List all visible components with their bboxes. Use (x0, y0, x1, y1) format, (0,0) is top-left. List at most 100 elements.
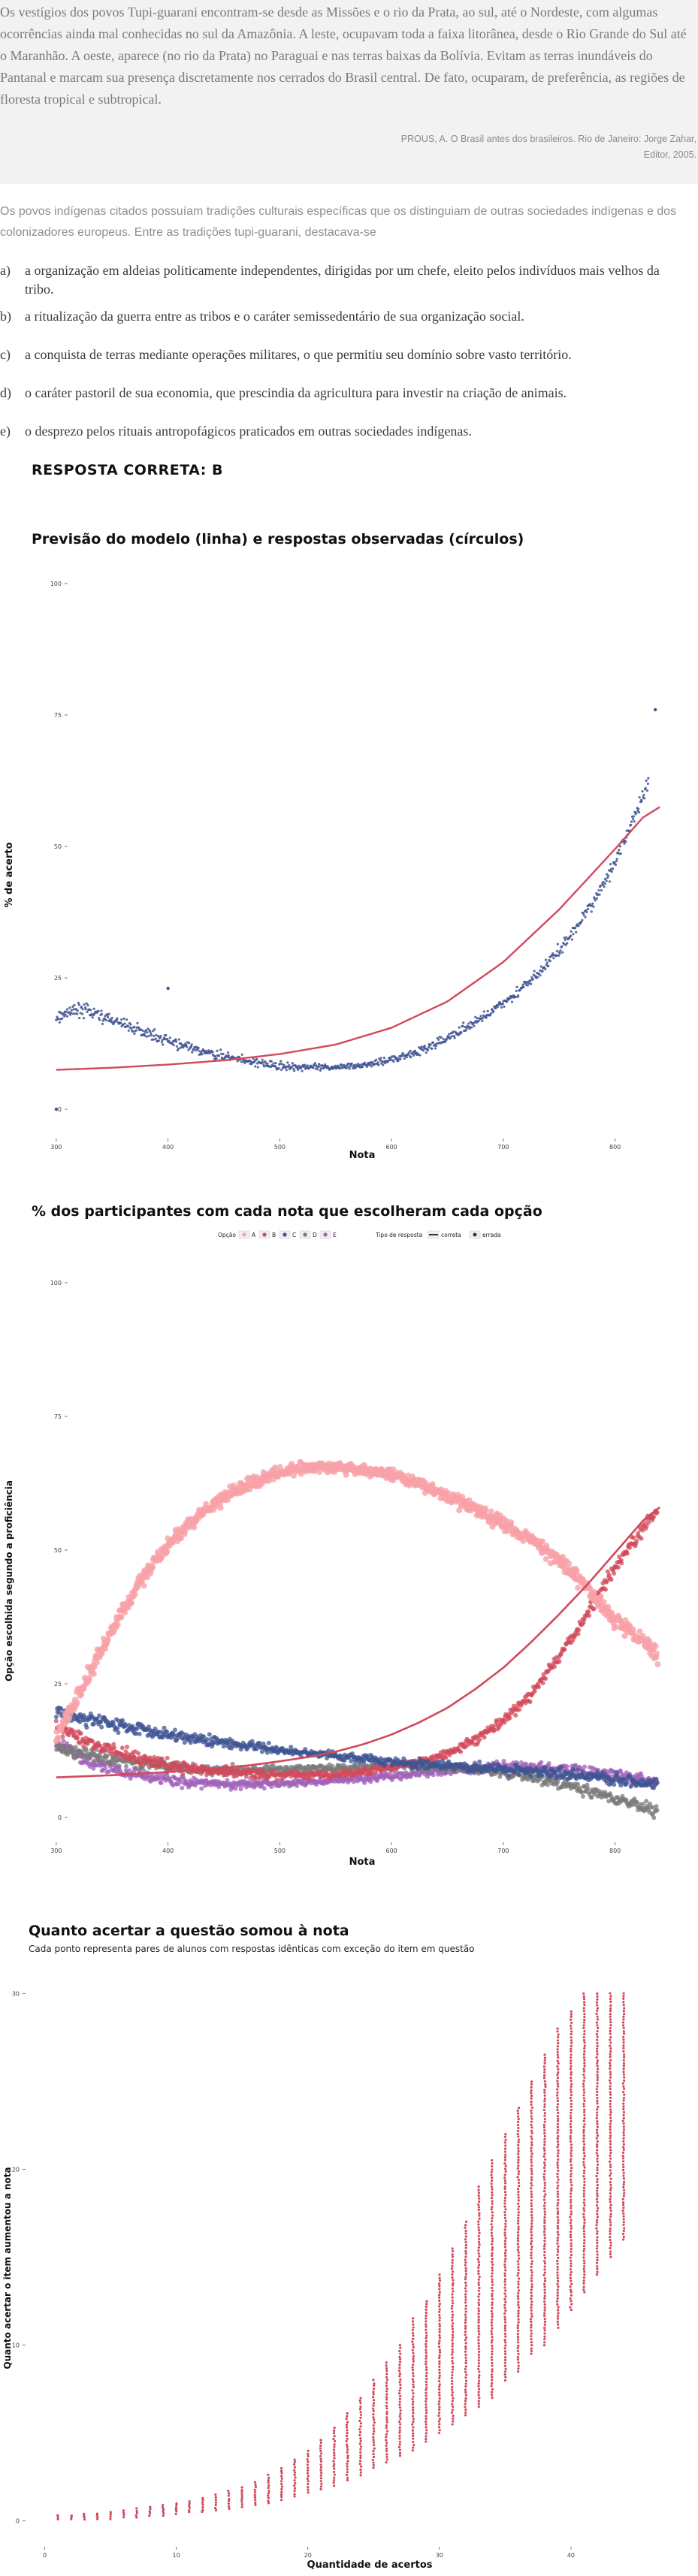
point-option-a (542, 1555, 549, 1562)
point-option-b (507, 1715, 512, 1721)
point-option-b (492, 1723, 497, 1728)
y-tick-label: 75 (54, 712, 62, 719)
point-option-b (60, 1734, 65, 1739)
observed-point (165, 1033, 168, 1037)
point-option-b (631, 1535, 636, 1540)
point-option-d (62, 1745, 68, 1751)
observed-point (587, 907, 590, 910)
observed-point (637, 811, 641, 814)
observed-point (165, 1037, 169, 1041)
point-option-b (540, 1681, 545, 1686)
observed-point (379, 1057, 382, 1060)
observed-point (175, 1045, 179, 1048)
observed-point (611, 867, 615, 870)
point-option-b (581, 1620, 586, 1625)
observed-point (255, 1057, 258, 1060)
point-option-a (86, 1675, 92, 1682)
point-option-b (75, 1736, 80, 1741)
point-option-c (207, 1732, 212, 1737)
point-option-b (477, 1737, 482, 1742)
x-tick-label: 800 (609, 1144, 621, 1151)
legend-swatch (323, 1232, 328, 1237)
observed-point (423, 1044, 426, 1048)
point-option-b (587, 1613, 592, 1618)
observed-point (462, 1021, 465, 1024)
point-option-c (123, 1723, 128, 1728)
observed-point (152, 1030, 155, 1033)
observed-point (389, 1058, 392, 1061)
observed-point (256, 1066, 260, 1069)
alternative-b: b) a ritualização da guerra entre as trib… (0, 307, 690, 326)
point-option-c (485, 1769, 491, 1774)
observed-point (552, 957, 555, 960)
point-option-e (448, 1772, 453, 1777)
observed-point (448, 1033, 451, 1036)
y-tick-label: 75 (54, 1413, 62, 1420)
observed-point (582, 913, 585, 917)
observed-point (127, 1029, 130, 1032)
observed-point (529, 979, 532, 982)
point-option-b (72, 1730, 77, 1735)
point-option-d (585, 1786, 591, 1791)
point-option-c (91, 1721, 96, 1727)
observed-point (336, 1064, 340, 1067)
observed-point (575, 931, 578, 934)
observed-point (172, 1044, 175, 1047)
observed-point (116, 1017, 119, 1020)
observed-point (631, 818, 635, 821)
observed-point (285, 1069, 288, 1072)
observed-point (482, 1017, 485, 1020)
x-tick-label: 400 (162, 1848, 174, 1854)
point-option-d (651, 1815, 657, 1820)
observed-point (77, 1003, 80, 1006)
observed-point (464, 1029, 467, 1032)
observed-point (481, 1019, 484, 1023)
observed-point (517, 994, 520, 997)
alternative-letter: a) (0, 263, 11, 278)
point-option-b (112, 1745, 117, 1751)
y-tick-label: 100 (50, 581, 62, 587)
legend-point-swatch (473, 1232, 477, 1237)
observed-point (492, 1009, 495, 1013)
observed-point (573, 927, 577, 930)
observed-point (624, 840, 627, 843)
point-option-d (71, 1752, 76, 1757)
point-option-e (180, 1785, 185, 1790)
observed-point (564, 938, 567, 942)
observed-point (227, 1054, 230, 1057)
point-option-b (180, 1771, 186, 1776)
observed-point (460, 1031, 463, 1034)
point-option-b (615, 1564, 621, 1570)
observed-point (298, 1064, 301, 1067)
observed-point (603, 885, 606, 888)
observed-point (301, 1069, 304, 1072)
point-option-e (156, 1772, 162, 1778)
observed-point (582, 912, 585, 915)
observed-point (642, 793, 645, 797)
observed-point (104, 1018, 107, 1021)
observed-point (584, 915, 587, 918)
point-option-c (204, 1736, 210, 1742)
observed-point (544, 958, 548, 961)
observed-point (159, 1034, 162, 1038)
observed-point (171, 1042, 174, 1045)
point-option-b (576, 1631, 581, 1636)
point-option-c (56, 1710, 62, 1715)
point-option-b (636, 1531, 641, 1536)
point-option-c (365, 1753, 370, 1758)
point-option-d (270, 1763, 276, 1768)
point-option-d (73, 1745, 78, 1750)
observed-point (556, 943, 559, 946)
point-option-e (199, 1786, 204, 1791)
observed-point (497, 1003, 500, 1006)
observed-point (603, 877, 607, 880)
observed-point (380, 1062, 383, 1065)
observed-point (496, 1006, 499, 1009)
observed-point (177, 1038, 180, 1041)
observed-point (175, 1040, 178, 1043)
observed-point (83, 1003, 86, 1006)
point-option-b (81, 1744, 86, 1749)
chart-option-choice: % dos participantes com cada nota que es… (4, 1203, 661, 1868)
observed-point (412, 1054, 415, 1057)
observed-point (356, 1063, 360, 1066)
